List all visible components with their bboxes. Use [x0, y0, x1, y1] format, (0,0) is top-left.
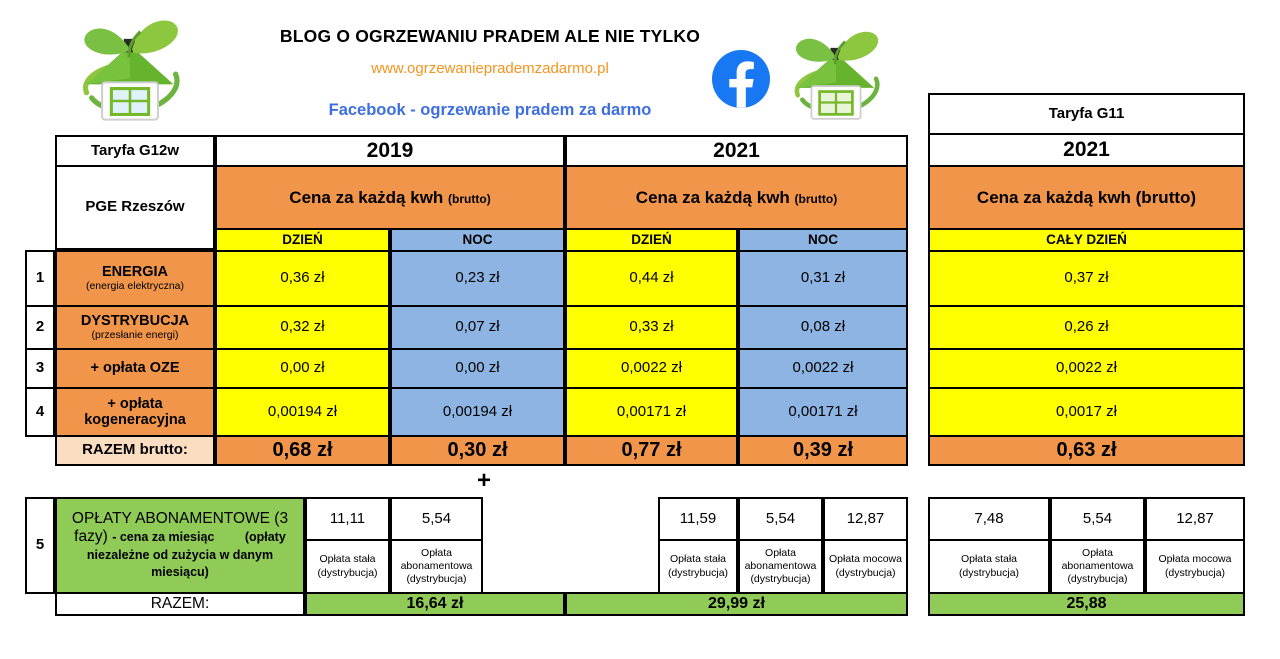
abo-2021-fixed-value: 11,59: [658, 497, 738, 541]
page-title: BLOG O OGRZEWANIU PRADEM ALE NIE TYLKO: [279, 26, 701, 46]
total-row-label: RAZEM brutto:: [55, 435, 215, 466]
value-2021-night-dystrybucja: 0,08 zł: [738, 305, 908, 350]
row-number: 3: [25, 348, 55, 389]
g11-value-dystrybucja: 0,26 zł: [928, 305, 1245, 350]
value-2019-day-oze: 0,00 zł: [215, 348, 390, 389]
eco-house-logo: [78, 14, 182, 130]
g11-col-all-day: CAŁY DZIEŃ: [928, 228, 1245, 252]
price-header-text: Cena za każdą kwh: [289, 187, 444, 207]
year-2019-header: 2019: [215, 135, 565, 167]
col-day-2021: DZIEŃ: [565, 228, 738, 252]
blog-url-link[interactable]: www.ogrzewanieprademzadarmo.pl: [371, 60, 609, 77]
price-header-2021: Cena za każdą kwh (brutto): [565, 165, 908, 230]
abo-2021-subscription-label: Opłata abonamentowa (dystrybucja): [738, 539, 823, 594]
g11-value-oze: 0,0022 zł: [928, 348, 1245, 389]
row-label-dystrybucja: DYSTRYBUCJA (przesłanie energi): [55, 305, 215, 350]
col-night-2021: NOC: [738, 228, 908, 252]
value-2021-day-dystrybucja: 0,33 zł: [565, 305, 738, 350]
subscription-title-cell: OPŁATY ABONAMENTOWE (3 fazy) - cena za m…: [55, 497, 305, 594]
subscription-title-mid: - cena za miesiąc: [112, 529, 215, 544]
value-2021-day-kogeneracyjna: 0,00171 zł: [565, 387, 738, 437]
value-2021-night-oze: 0,0022 zł: [738, 348, 908, 389]
provider-cell: PGE Rzeszów: [55, 165, 215, 250]
value-2019-day-kogeneracyjna: 0,00194 zł: [215, 387, 390, 437]
total-2021-day: 0,77 zł: [565, 435, 738, 466]
abo-2019-fixed-value: 11,11: [305, 497, 390, 541]
value-2021-day-oze: 0,0022 zł: [565, 348, 738, 389]
row-number: 1: [25, 250, 55, 307]
row-label-kogeneracyjna: + opłata kogeneracyjna: [55, 387, 215, 437]
value-2019-night-oze: 0,00 zł: [390, 348, 565, 389]
row-label-oze: + opłata OZE: [55, 348, 215, 389]
razem-total-g11: 25,88: [928, 592, 1245, 616]
abo-2019-subscription-label: Opłata abonamentowa (dystrybucja): [390, 539, 483, 594]
row-number: 2: [25, 305, 55, 350]
price-header-2019: Cena za każdą kwh (brutto): [215, 165, 565, 230]
col-day-2019: DZIEŃ: [215, 228, 390, 252]
facebook-page-link[interactable]: Facebook - ogrzewanie pradem za darmo: [328, 101, 652, 119]
value-2019-night-energia: 0,23 zł: [390, 250, 565, 307]
g11-year-header: 2021: [928, 133, 1245, 167]
abo-2019-fixed-label: Opłata stała (dystrybucja): [305, 539, 390, 594]
abo-g11-capacity-label: Opłata mocowa (dystrybucja): [1145, 539, 1245, 594]
facebook-icon[interactable]: [712, 50, 770, 108]
price-header-suffix: (brutto): [794, 191, 838, 206]
row-number: 5: [25, 497, 55, 594]
plus-sign: +: [476, 467, 491, 494]
value-2021-day-energia: 0,44 zł: [565, 250, 738, 307]
price-header-text: Cena za każdą kwh: [635, 187, 790, 207]
abo-g11-subscription-value: 5,54: [1050, 497, 1145, 541]
total-2019-night: 0,30 zł: [390, 435, 565, 466]
row-number: 4: [25, 387, 55, 437]
subscription-title-big: OPŁATY ABONAMENTOWE (3 fazy): [71, 509, 289, 545]
abo-2021-fixed-label: Opłata stała (dystrybucja): [658, 539, 738, 594]
g11-total: 0,63 zł: [928, 435, 1245, 466]
year-2021-header: 2021: [565, 135, 908, 167]
tariff-g12w-header: Taryfa G12w: [55, 135, 215, 167]
value-2021-night-energia: 0,31 zł: [738, 250, 908, 307]
row-label-energia: ENERGIA (energia elektryczna): [55, 250, 215, 307]
g11-value-kogeneracyjna: 0,0017 zł: [928, 387, 1245, 437]
value-2019-night-dystrybucja: 0,07 zł: [390, 305, 565, 350]
abo-g11-capacity-value: 12,87: [1145, 497, 1245, 541]
col-night-2019: NOC: [390, 228, 565, 252]
row-label-text: ENERGIA: [101, 264, 169, 280]
total-2021-night: 0,39 zł: [738, 435, 908, 466]
value-2021-night-kogeneracyjna: 0,00171 zł: [738, 387, 908, 437]
price-header-suffix: (brutto): [448, 191, 491, 206]
row-label-text: DYSTRYBUCJA: [80, 313, 190, 329]
abo-2021-capacity-value: 12,87: [823, 497, 908, 541]
g11-price-header: Cena za każdą kwh (brutto): [928, 165, 1245, 230]
value-2019-day-dystrybucja: 0,32 zł: [215, 305, 390, 350]
abo-g11-subscription-label: Opłata abonamentowa (dystrybucja): [1050, 539, 1145, 594]
g11-value-energia: 0,37 zł: [928, 250, 1245, 307]
razem-total-2021: 29,99 zł: [565, 592, 908, 616]
abo-2021-capacity-label: Opłata mocowa (dystrybucja): [823, 539, 908, 594]
abo-g11-fixed-value: 7,48: [928, 497, 1050, 541]
subscription-title-small: (opłaty niezależne od zużycia w danym mi…: [86, 529, 286, 580]
abo-2021-subscription-value: 5,54: [738, 497, 823, 541]
abo-g11-fixed-label: Opłata stała (dystrybucja): [928, 539, 1050, 594]
eco-house-logo: [790, 26, 882, 128]
row-sublabel-text: (energia elektryczna): [85, 280, 185, 293]
abo-2019-subscription-value: 5,54: [390, 497, 483, 541]
total-2019-day: 0,68 zł: [215, 435, 390, 466]
value-2019-day-energia: 0,36 zł: [215, 250, 390, 307]
tariff-g11-header: Taryfa G11: [928, 93, 1245, 135]
razem-label: RAZEM:: [55, 592, 305, 616]
row-sublabel-text: (przesłanie energi): [91, 329, 179, 342]
value-2019-night-kogeneracyjna: 0,00194 zł: [390, 387, 565, 437]
razem-total-2019: 16,64 zł: [305, 592, 565, 616]
